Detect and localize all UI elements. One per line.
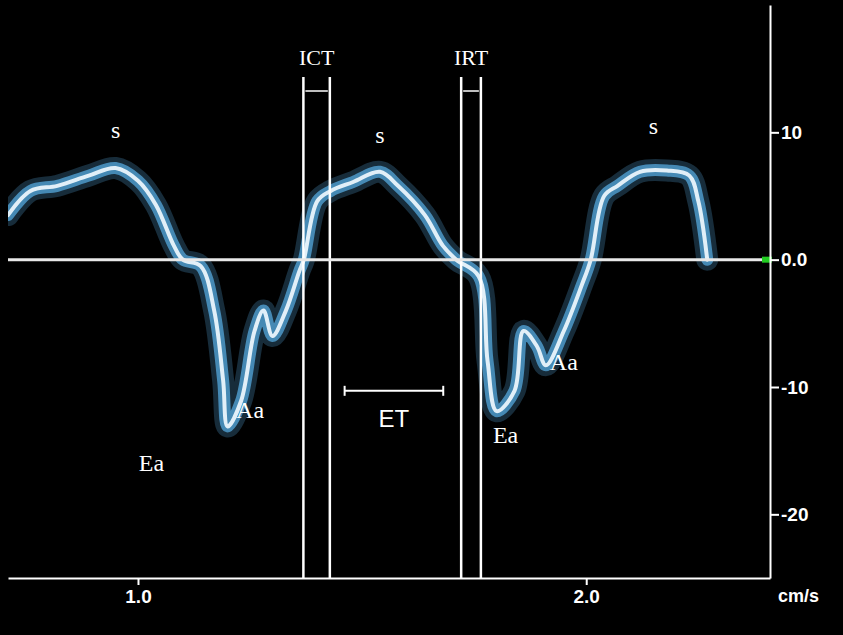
interval-label: IRT: [454, 45, 489, 70]
x-tick: 2.0: [574, 578, 600, 607]
y-tick-label: 10: [781, 122, 802, 143]
bracket-end: [344, 386, 346, 396]
wave-label: s: [649, 113, 658, 139]
x-tick-label: 1.0: [125, 586, 151, 607]
x-tick-mark: [586, 578, 588, 585]
x-axis-line: [9, 578, 771, 580]
bracket-end: [442, 386, 444, 396]
wave-label: Aa: [236, 397, 264, 423]
y-axis: 10 0.0 -10 -20: [770, 6, 808, 579]
y-tick: -20: [770, 504, 808, 525]
wave-label: Ea: [493, 422, 519, 448]
wave-label: Aa: [550, 349, 578, 375]
bracket: [345, 390, 444, 392]
interval-arrow: [305, 90, 327, 92]
x-tick-label: 2.0: [574, 586, 600, 607]
y-axis-line: [770, 6, 772, 579]
x-tick-mark: [137, 578, 139, 585]
interval-line: [480, 77, 483, 578]
interval-arrow: [463, 90, 479, 92]
baseline: [8, 258, 770, 261]
interval-line: [460, 77, 463, 578]
interval-label: ICT: [299, 45, 335, 70]
y-tick-mark: [770, 259, 779, 261]
wave-label: s: [111, 117, 120, 143]
bracket-label: ET: [379, 405, 410, 432]
y-tick: 0.0: [770, 249, 807, 270]
waveform-glow: [8, 168, 707, 427]
waveform-core: [8, 168, 707, 427]
y-tick-label: 0.0: [781, 249, 807, 270]
y-tick: 10: [770, 122, 802, 143]
y-tick: -10: [770, 377, 808, 398]
waveform-band: [8, 168, 707, 427]
plot-area: [8, 77, 707, 578]
x-tick: 1.0: [125, 578, 151, 607]
interval-line: [302, 77, 305, 578]
interval-line: [329, 77, 332, 578]
x-axis: 1.0 2.0: [9, 578, 771, 607]
chart: ICT IRT ET s s s Ea Aa Ea Aa 10 0.0 -10 -20 1.0 2.0 cm/s: [0, 0, 843, 635]
y-tick-label: -10: [781, 377, 808, 398]
y-tick-mark: [770, 132, 779, 134]
y-tick-mark: [770, 387, 779, 389]
y-tick-label: -20: [781, 504, 808, 525]
y-tick-mark: [770, 514, 779, 516]
unit-label: cm/s: [778, 586, 819, 606]
background: [0, 0, 843, 635]
wave-label: Ea: [139, 450, 165, 476]
wave-label: s: [375, 122, 384, 148]
